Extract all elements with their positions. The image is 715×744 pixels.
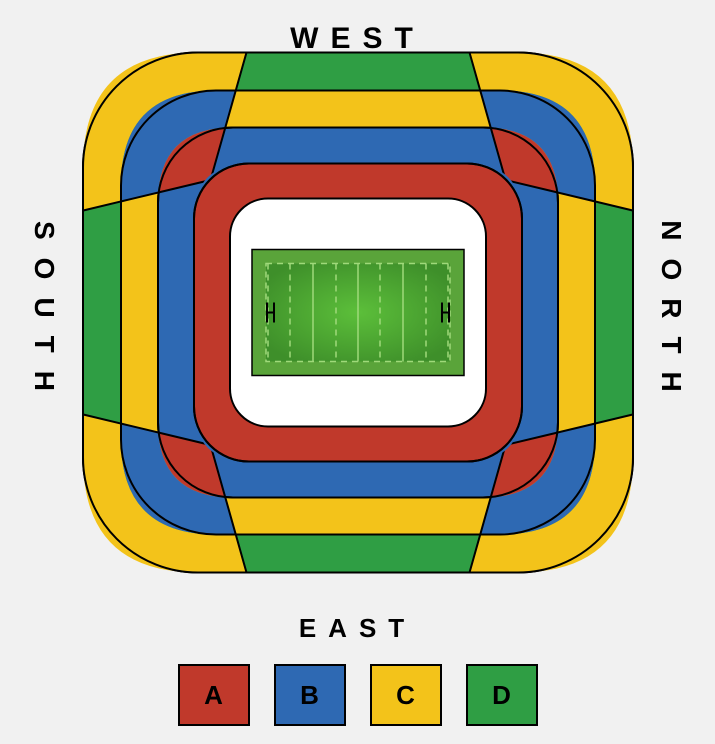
legend-tier-b: B (274, 664, 346, 726)
legend-tier-a: A (178, 664, 250, 726)
legend-tier-c: C (370, 664, 442, 726)
direction-label-north: NORTH (655, 220, 687, 410)
direction-label-east: EAST (299, 613, 416, 644)
stadium-diagram (78, 48, 638, 583)
legend: A B C D (178, 664, 538, 726)
direction-label-south: SOUTH (28, 221, 60, 409)
legend-tier-d: D (466, 664, 538, 726)
